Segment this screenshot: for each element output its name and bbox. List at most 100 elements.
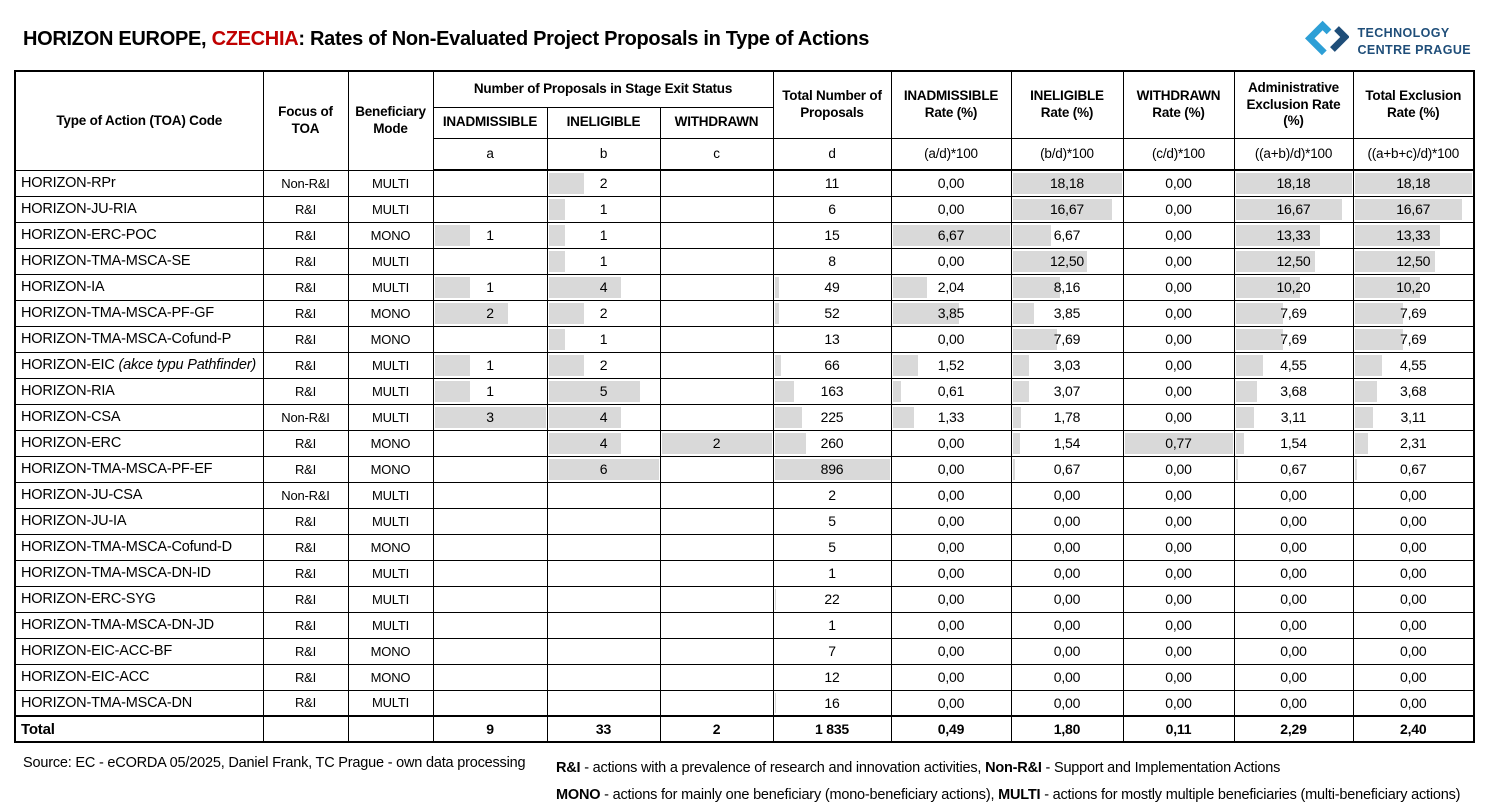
cell-value: 0,00 — [1400, 487, 1427, 503]
focus-cell: R&I — [262, 663, 349, 691]
cell-value: 1 — [486, 279, 494, 295]
value-cell: 7,69 — [1010, 325, 1124, 353]
data-bar — [892, 302, 960, 324]
cell-value: 896 — [820, 461, 844, 477]
mode-cell: MULTI — [347, 351, 434, 379]
data-bar — [1354, 250, 1435, 272]
total-mode-cell — [347, 715, 434, 743]
data-bar — [892, 380, 902, 402]
value-cell: 4 — [546, 273, 661, 301]
cell-value: 3,03 — [1053, 357, 1081, 373]
focus-cell: Non-R&I — [262, 403, 349, 431]
cell-value: 0,00 — [1053, 694, 1081, 711]
cell-value: 0,00 — [1400, 694, 1427, 711]
toa-code-cell: HORIZON-TMA-MSCA-DN-JD — [14, 611, 264, 639]
cell-value: 7,69 — [1053, 331, 1081, 347]
value-cell — [546, 533, 661, 561]
cell-value: 1,54 — [1280, 435, 1307, 451]
value-cell — [546, 559, 661, 587]
legend-term-ri: R&I — [556, 760, 581, 776]
value-cell — [432, 689, 548, 717]
toa-code-cell: HORIZON-EIC-ACC — [14, 663, 264, 691]
cell-value: 0,00 — [1400, 617, 1427, 633]
header-admin-exclusion-rate: Administrative Exclusion Rate (%) — [1233, 70, 1354, 139]
cell-value: 16 — [824, 694, 840, 711]
table-row: HORIZON-TMA-MSCA-Cofund-D R&I MONO 5 0,00 0,0… — [14, 533, 1475, 561]
cell-value: 52 — [824, 305, 840, 321]
value-cell: 2 — [432, 299, 548, 327]
data-bar — [1235, 432, 1244, 454]
data-bar — [1354, 173, 1472, 194]
data-bar — [1012, 198, 1113, 220]
value-cell: 3,11 — [1233, 403, 1354, 431]
source-note: Source: EC - eCORDA 05/2025, Daniel Fran… — [23, 755, 526, 771]
data-bar — [1235, 173, 1352, 194]
header-inadmissible: INADMISSIBLE — [432, 106, 548, 139]
value-cell — [432, 663, 548, 691]
table-row: HORIZON-CSA Non-R&I MULTI 3 4 225 1,33 1,78 0,00… — [14, 403, 1475, 431]
header-ineligible-rate: INELIGIBLE Rate (%) — [1010, 70, 1124, 139]
value-cell: 1 — [546, 221, 661, 249]
table-row: HORIZON-TMA-MSCA-PF-GF R&I MONO 2 2 52 3,85 3,8… — [14, 299, 1475, 327]
formula-inelig-rate: (b/d)*100 — [1010, 137, 1124, 171]
total-value-cell: 2,29 — [1233, 715, 1354, 743]
value-cell: 7,69 — [1352, 325, 1475, 353]
cell-value: 12,50 — [1276, 253, 1311, 269]
cell-value: 0,00 — [937, 487, 965, 503]
value-cell: 1,54 — [1233, 429, 1354, 457]
value-cell — [659, 663, 774, 691]
cell-value: 1,52 — [937, 357, 965, 373]
cell-value: 0,00 — [1165, 617, 1192, 633]
focus-cell: R&I — [262, 273, 349, 301]
value-cell: 1 — [546, 325, 661, 353]
mode-cell: MONO — [347, 221, 434, 249]
data-bar — [1354, 354, 1383, 376]
mode-cell: MULTI — [347, 403, 434, 431]
cell-value: 13,33 — [1276, 227, 1311, 243]
total-focus-cell — [262, 715, 349, 743]
data-bar — [774, 302, 780, 324]
cell-value: 6,67 — [1053, 227, 1081, 243]
mode-cell: MULTI — [347, 689, 434, 717]
page-title: HORIZON EUROPE, CZECHIA: Rates of Non-Ev… — [23, 28, 869, 51]
value-cell: 2,31 — [1352, 429, 1475, 457]
legend-term-nonri: Non-R&I — [985, 760, 1042, 776]
cell-value: 1 — [828, 565, 836, 581]
cell-value: 0,61 — [937, 383, 965, 399]
value-cell — [432, 455, 548, 483]
data-bar — [774, 406, 802, 428]
value-cell: 0,00 — [1122, 403, 1235, 431]
toa-code-cell: HORIZON-TMA-MSCA-SE — [14, 247, 264, 275]
data-bar — [892, 224, 1010, 246]
value-cell — [659, 299, 774, 327]
cell-value: 0,00 — [937, 565, 965, 581]
value-cell: 0,00 — [890, 507, 1012, 535]
mode-cell: MULTI — [347, 247, 434, 275]
legend: R&I - actions with a prevalence of resea… — [556, 755, 1461, 809]
cell-value: 33 — [595, 721, 612, 737]
value-cell: 18,18 — [1010, 169, 1124, 197]
value-cell: 18,18 — [1233, 169, 1354, 197]
toa-code-cell: HORIZON-IA — [14, 273, 264, 301]
value-cell: 3,07 — [1010, 377, 1124, 405]
data-bar — [1012, 380, 1030, 402]
data-bar — [774, 380, 794, 402]
data-bar — [548, 354, 584, 376]
cell-value: 0,00 — [1400, 565, 1427, 581]
value-cell: 0,00 — [1122, 195, 1235, 223]
cell-value: 0,00 — [1400, 591, 1427, 607]
table-row: HORIZON-JU-RIA R&I MULTI 1 6 0,00 16,67 0,00 16,… — [14, 195, 1475, 223]
cell-value: 0,00 — [1165, 643, 1192, 659]
cell-value: 1,80 — [1053, 721, 1081, 737]
toa-code-cell: HORIZON-JU-IA — [14, 507, 264, 535]
data-bar — [774, 588, 776, 610]
header-focus: Focus of TOA — [262, 70, 349, 171]
value-cell: 2 — [659, 429, 774, 457]
data-bar — [1012, 276, 1061, 298]
value-cell — [659, 689, 774, 717]
cell-value: 9 — [486, 721, 494, 737]
value-cell: 3,85 — [1010, 299, 1124, 327]
cell-value: 0,00 — [1165, 305, 1192, 321]
cell-value: 1 — [599, 253, 608, 269]
data-bar — [1235, 406, 1254, 428]
